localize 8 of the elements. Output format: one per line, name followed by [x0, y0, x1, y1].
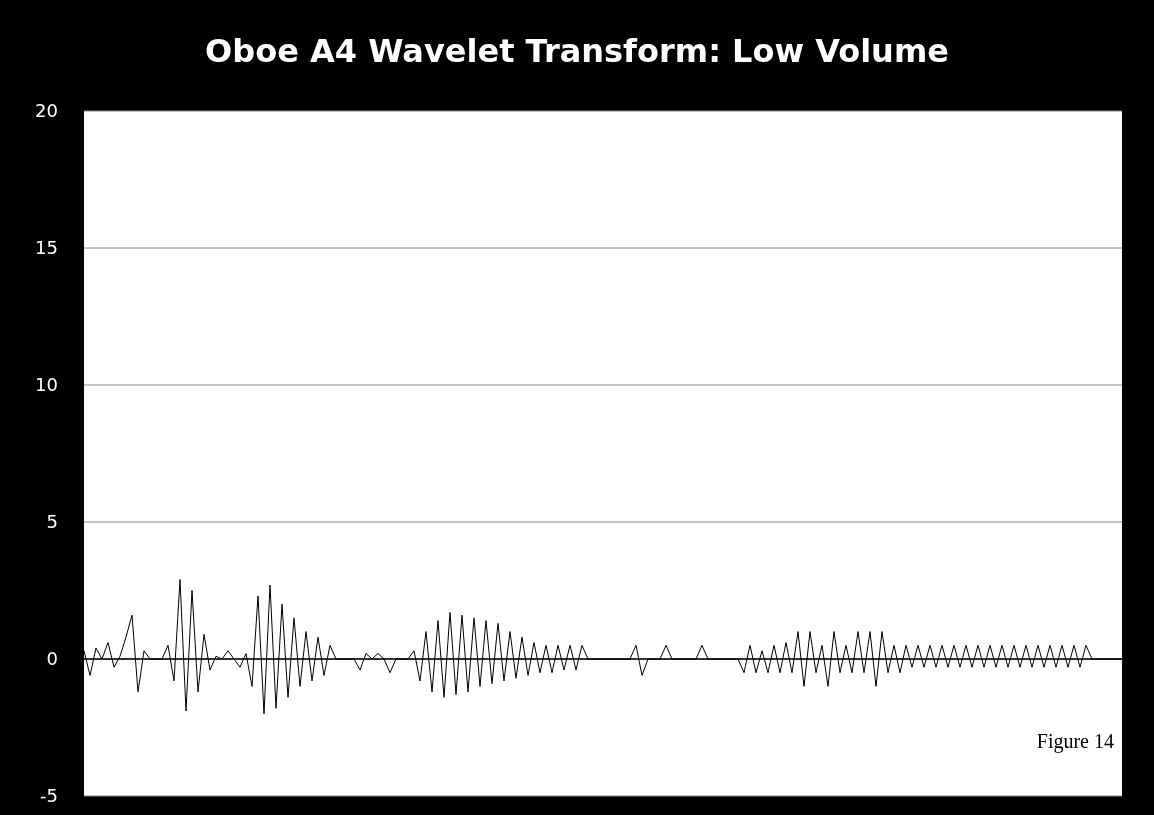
y-tick-label: 5 — [46, 511, 58, 533]
y-tick-label: 0 — [46, 648, 58, 670]
y-tick-label: 10 — [35, 374, 58, 396]
annotation: Figure 14 — [1036, 730, 1114, 753]
y-tick-label: 15 — [35, 237, 58, 259]
chart-title: Oboe A4 Wavelet Transform: Low Volume — [205, 32, 949, 70]
y-tick-label: 20 — [35, 100, 58, 122]
y-tick-label: -5 — [40, 785, 58, 807]
